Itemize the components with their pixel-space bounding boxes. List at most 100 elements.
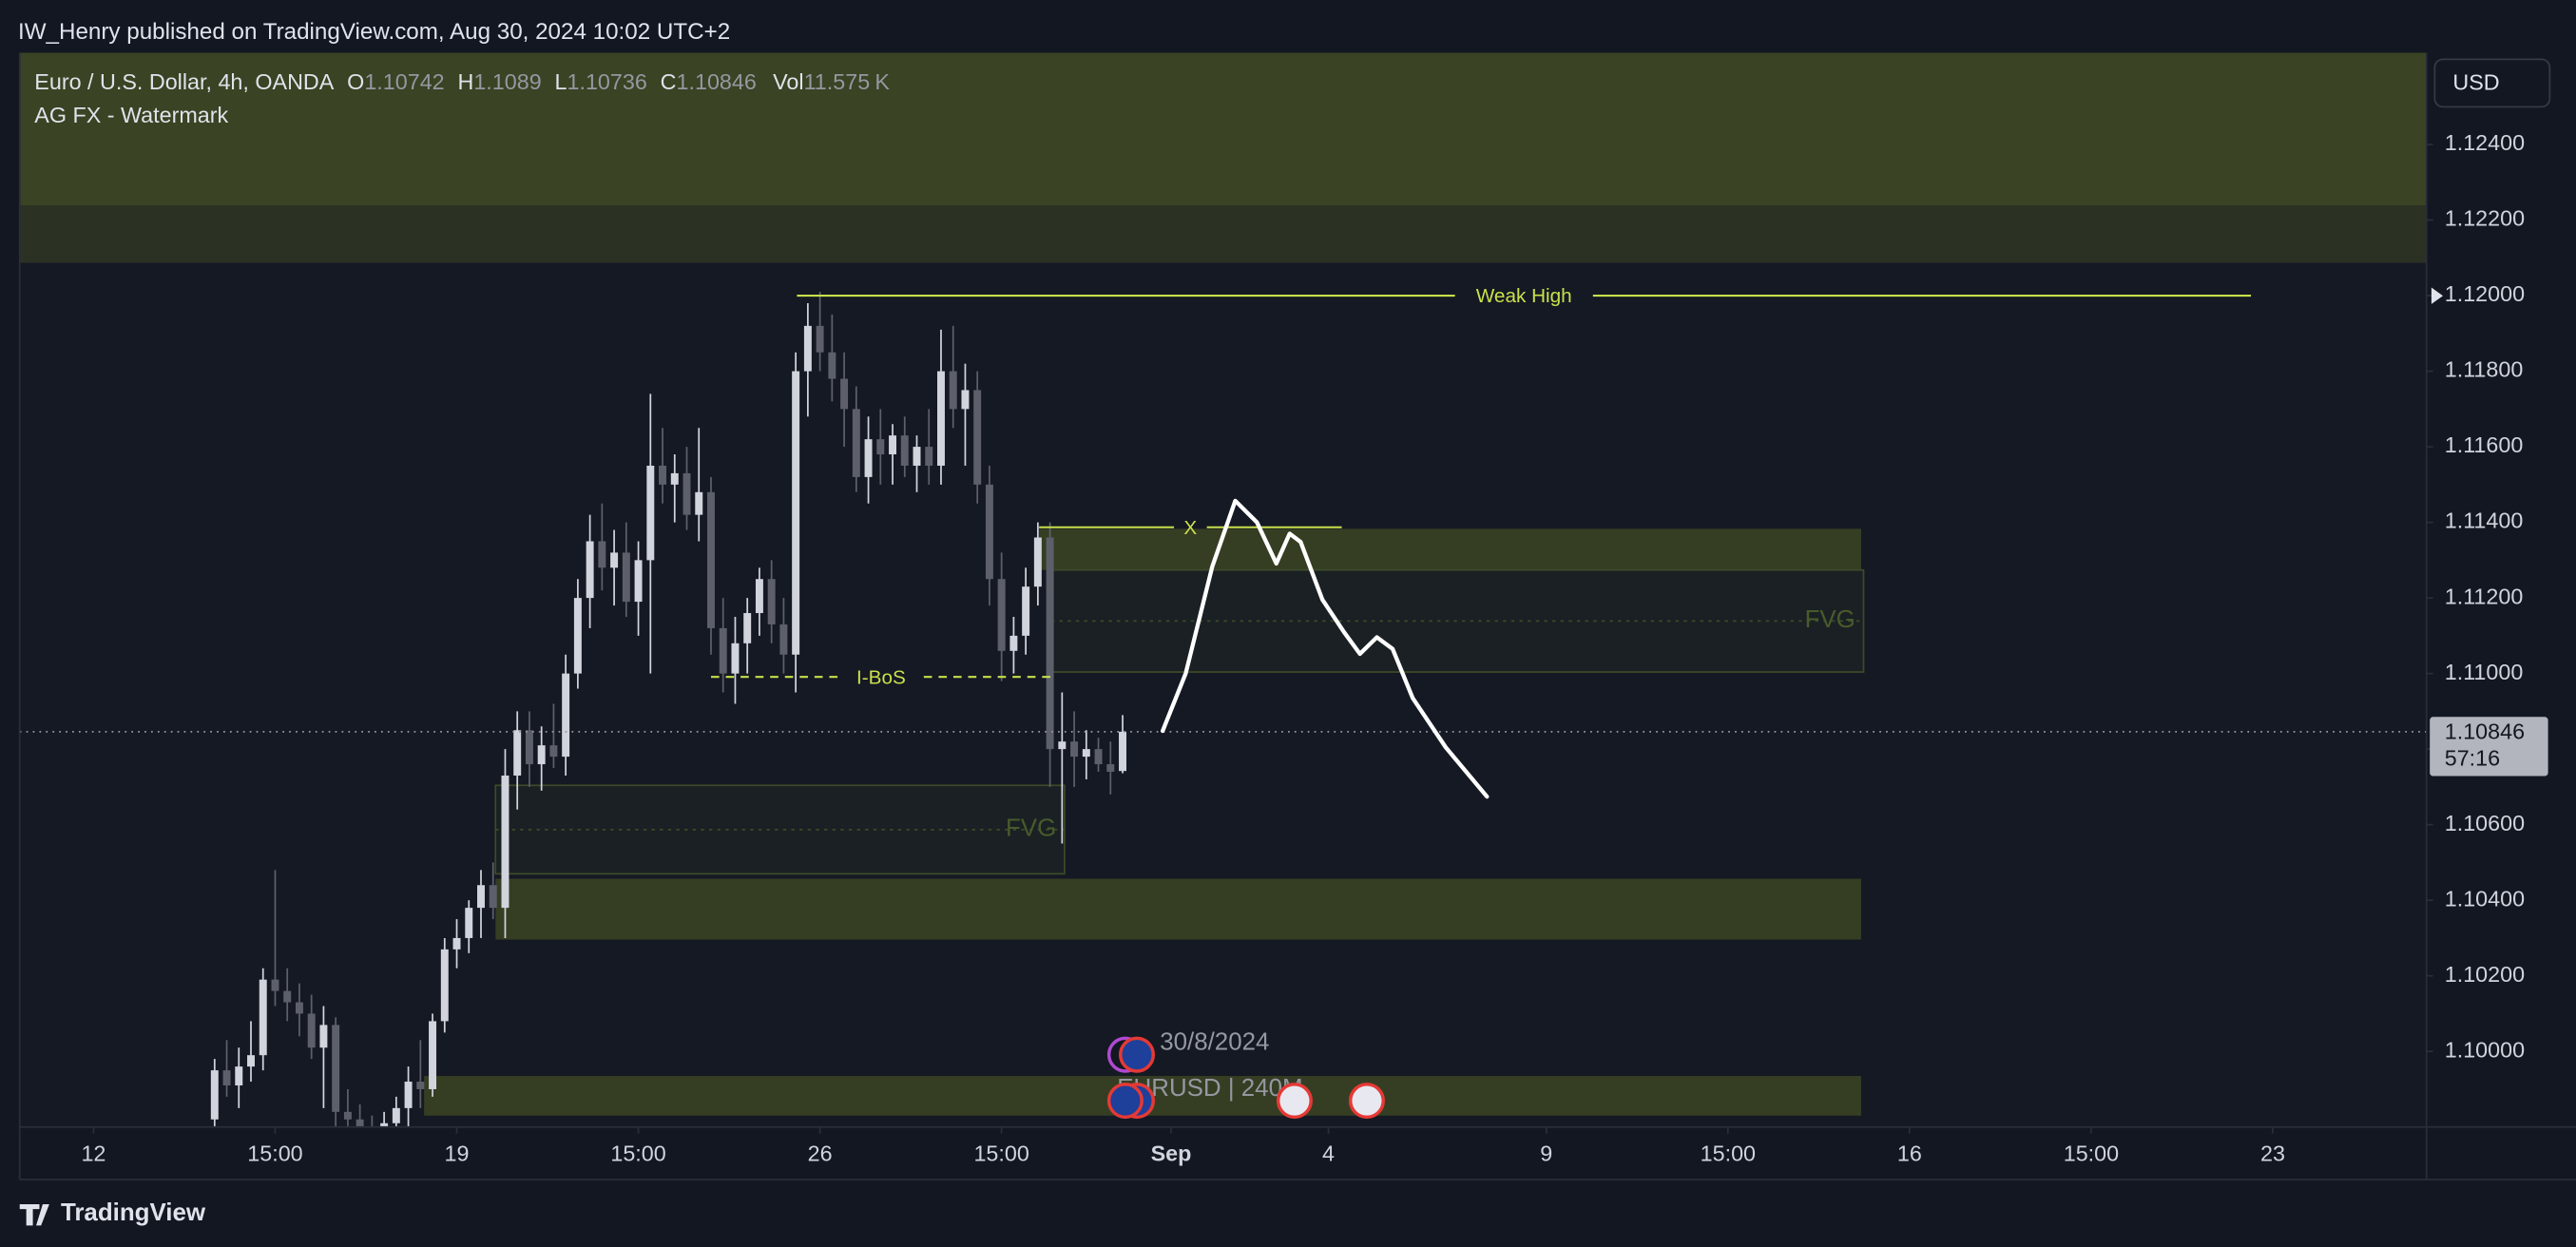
zone [1039, 528, 1861, 570]
candle-body [610, 552, 619, 568]
y-tick-label: 1.11600 [2445, 432, 2524, 457]
candle-body [997, 579, 1006, 651]
x-tick-label: 26 [808, 1141, 833, 1165]
candle-body [319, 1025, 328, 1048]
projection-path [1160, 498, 1490, 799]
candle-body [477, 885, 485, 909]
candle-body [973, 390, 982, 485]
y-tick-label: 1.10600 [2445, 811, 2525, 835]
candle-body [271, 979, 279, 991]
x-tick-label: 15:00 [973, 1141, 1028, 1165]
candle-body [562, 673, 570, 758]
candle-body [356, 1119, 364, 1127]
zone [494, 784, 1066, 875]
candle-body [876, 439, 885, 455]
candle-body [755, 579, 763, 614]
x-tick-label: Sep [1151, 1141, 1192, 1165]
y-tick-label: 1.11400 [2445, 508, 2524, 533]
candle-body [586, 541, 594, 599]
zone [1050, 568, 1865, 673]
candle-body [767, 579, 776, 624]
candle-body [380, 1122, 389, 1127]
x-tick-label: 15:00 [610, 1141, 665, 1165]
y-tick-label: 1.11200 [2445, 584, 2524, 608]
level-label: X [1183, 517, 1197, 539]
x-tick-label: 12 [81, 1141, 106, 1165]
candle-body [440, 949, 449, 1022]
x-tick-label: 16 [1897, 1141, 1922, 1165]
candle-body [682, 472, 691, 515]
o-value: 1.10742 [364, 69, 444, 94]
vol-value: 11.575 [804, 69, 871, 94]
candle-body [864, 439, 873, 477]
zone-label: FVG [1805, 606, 1855, 633]
drawings: Weak High X I-BoS [19, 285, 2427, 799]
price-label-box [2430, 717, 2548, 777]
currency-button[interactable] [2433, 58, 2551, 108]
candle-body [936, 371, 945, 466]
candle-body [259, 979, 267, 1056]
l-value: 1.10736 [567, 69, 647, 94]
y-tick-label: 1.12200 [2445, 206, 2525, 231]
candle-body [222, 1070, 231, 1085]
candle-body [1033, 537, 1042, 587]
candle-body [646, 465, 655, 561]
y-tick-label: 1.10200 [2445, 962, 2525, 987]
candle-body [416, 1082, 425, 1089]
axes: 1.100001.102001.104001.106001.108001.110… [81, 130, 2548, 1165]
candle-body [1058, 741, 1067, 750]
x-tick-label: 15:00 [247, 1141, 302, 1165]
level-label: I-BoS [856, 666, 906, 688]
l-label: L [555, 69, 567, 94]
candle-body [1009, 635, 1018, 651]
candle-body [1070, 741, 1079, 758]
candle-body [573, 598, 582, 674]
candle-body [537, 745, 546, 765]
y-tick-label: 1.11000 [2445, 660, 2524, 684]
candle-body [622, 552, 630, 603]
candle-body [247, 1055, 255, 1067]
candle-body [429, 1021, 437, 1089]
candle-body [235, 1066, 243, 1085]
logo-icon [19, 1203, 49, 1226]
brand: TradingView [61, 1199, 206, 1226]
symbol-info: Euro / U.S. Dollar, 4h, OANDA O1.10742 H1.… [34, 69, 890, 94]
vol-label: Vol [773, 69, 803, 94]
candle-body [707, 491, 715, 628]
candle-body [513, 730, 522, 776]
countdown: 57:16 [2445, 745, 2500, 770]
zone-label: FVG [1006, 815, 1056, 842]
candle-body [283, 990, 292, 1003]
candles [210, 292, 1126, 1127]
candle-body [695, 491, 703, 515]
event-icon[interactable] [1276, 1083, 1313, 1120]
candle-body [792, 371, 800, 655]
candle-body [900, 435, 909, 466]
x-tick-label: 23 [2260, 1141, 2285, 1165]
event-date: 30/8/2024 [1160, 1028, 1269, 1055]
level-label: Weak High [1476, 285, 1572, 307]
event-icon[interactable] [1118, 1036, 1156, 1073]
x-tick-label: 9 [1540, 1141, 1552, 1165]
candle-body [525, 730, 533, 765]
candle-body [501, 775, 509, 909]
y-tick-label: 1.10000 [2445, 1037, 2525, 1062]
candle-body [1082, 749, 1090, 758]
candle-body [1094, 749, 1103, 765]
candle-body [332, 1025, 340, 1112]
event-icon[interactable] [1348, 1083, 1385, 1120]
indicator-name: AG FX - Watermark [34, 103, 228, 127]
candle-body [210, 1070, 219, 1120]
zone [495, 878, 1861, 940]
candle-body [743, 613, 752, 643]
symbol: Euro / U.S. Dollar, 4h, OANDA [34, 69, 334, 94]
event-icons [1106, 1036, 1385, 1120]
candle-body [816, 325, 824, 353]
candle-body [852, 409, 860, 477]
c-value: 1.10846 [677, 69, 757, 94]
candle-body [392, 1107, 400, 1123]
c-label: C [661, 69, 677, 94]
zone [19, 52, 2427, 206]
event-icon[interactable] [1106, 1083, 1144, 1120]
